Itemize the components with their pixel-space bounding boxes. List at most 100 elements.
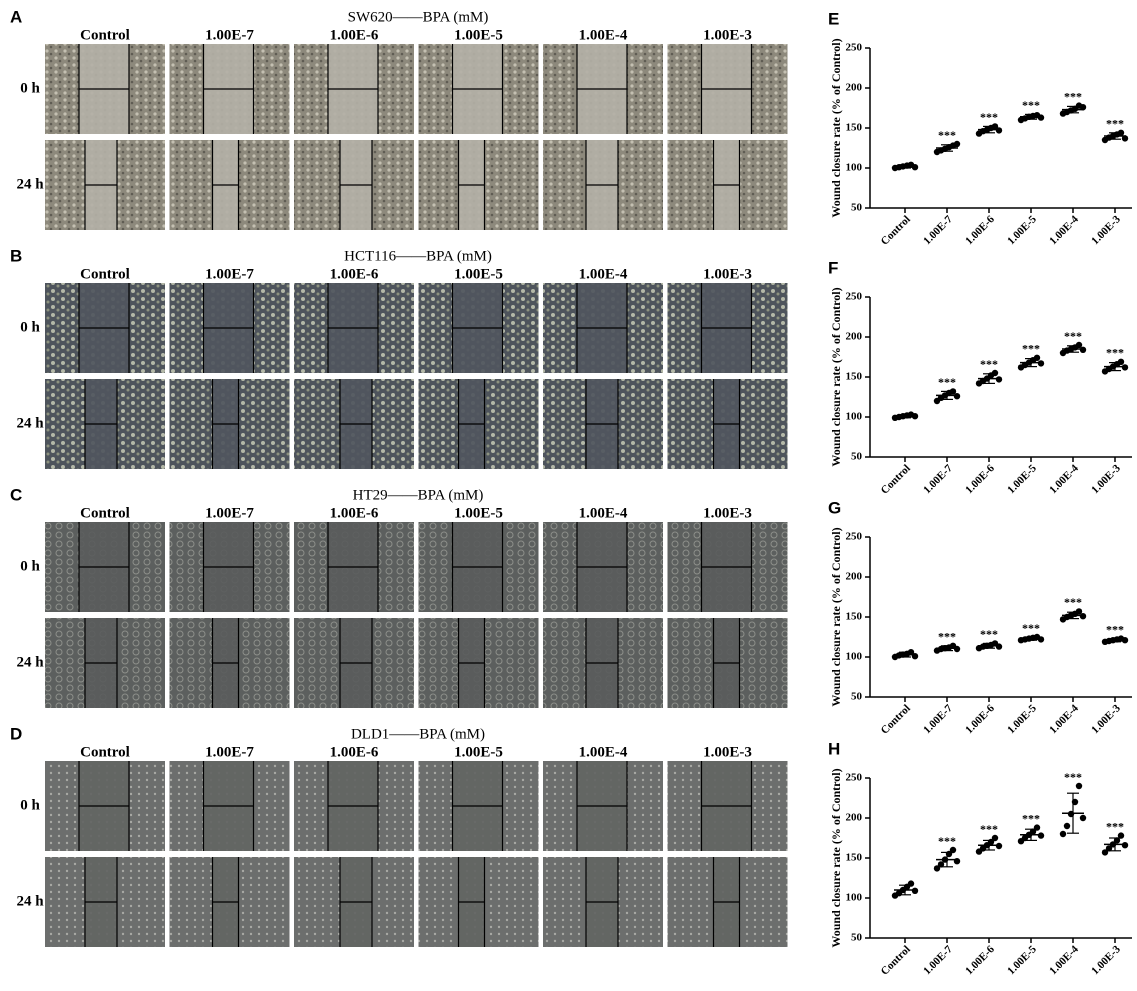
row-label: 24 h [16,893,44,909]
data-point [1060,831,1066,837]
panel-letter: E [828,9,839,28]
data-point [996,127,1002,133]
panel-letter: B [10,246,22,265]
column-header: 1.00E-4 [579,505,628,521]
column-header: 1.00E-5 [454,266,503,282]
data-point [954,141,960,147]
data-point [1038,832,1044,838]
significance: *** [1106,346,1124,360]
data-point [996,843,1002,849]
x-tick-label: 1.00E-4 [1047,943,1081,977]
data-point [1076,783,1082,789]
significance: *** [938,375,956,389]
y-tick-label: 250 [846,772,863,784]
x-tick-label: Control [879,702,913,736]
y-tick-label: 50 [851,932,863,944]
x-tick-label: 1.00E-5 [1005,702,1039,736]
x-tick-label: 1.00E-5 [1005,943,1039,977]
data-point [912,888,918,894]
significance: *** [938,630,956,644]
y-tick-label: 200 [846,571,863,583]
column-header: Control [80,27,130,43]
x-tick-label: 1.00E-4 [1047,462,1081,496]
column-header: 1.00E-3 [703,505,752,521]
row-label: 0 h [20,80,40,96]
y-tick-label: 50 [851,202,863,214]
column-header: 1.00E-4 [579,27,628,43]
x-tick-label: 1.00E-4 [1047,213,1081,247]
y-axis-label: Wound closure rate (% of Control) [829,527,843,706]
panel-letter: A [10,7,22,26]
x-tick-label: 1.00E-5 [1005,213,1039,247]
data-point [1122,364,1128,370]
significance: *** [980,357,998,371]
x-tick-label: 1.00E-3 [1089,213,1123,247]
row-label: 24 h [16,176,44,192]
y-axis-label: Wound closure rate (% of Control) [829,768,843,947]
significance: *** [1106,819,1124,833]
x-tick-label: 1.00E-7 [921,462,955,496]
significance: *** [1022,621,1040,635]
significance: *** [1022,98,1040,112]
row-label: 0 h [20,558,40,574]
x-tick-label: 1.00E-4 [1047,702,1081,736]
figure: ASW620——BPA (mM)Control0 h24 h1.00E-71.0… [0,0,1137,991]
y-tick-label: 100 [846,651,863,663]
column-header: 1.00E-5 [454,505,503,521]
data-point [912,164,918,170]
significance: *** [980,822,998,836]
y-tick-label: 200 [846,82,863,94]
significance: *** [1064,329,1082,343]
y-tick-label: 150 [846,611,863,623]
significance: *** [1022,342,1040,356]
significance: *** [980,110,998,124]
y-tick-label: 50 [851,451,863,463]
data-point [1080,815,1086,821]
x-tick-label: Control [879,462,913,496]
x-tick-label: 1.00E-7 [921,702,955,736]
x-tick-label: 1.00E-5 [1005,462,1039,496]
significance: *** [1106,622,1124,636]
x-tick-label: 1.00E-7 [921,213,955,247]
column-header: 1.00E-6 [330,266,379,282]
significance: *** [938,128,956,142]
panel-letter: G [828,498,841,517]
column-header: Control [80,266,130,282]
y-tick-label: 150 [846,122,863,134]
column-header: 1.00E-5 [454,744,503,760]
row-label: 0 h [20,797,40,813]
panel-letter: D [10,724,22,743]
data-point [1122,842,1128,848]
x-tick-label: 1.00E-6 [963,702,997,736]
x-tick-label: 1.00E-6 [963,213,997,247]
y-tick-label: 100 [846,892,863,904]
x-tick-label: 1.00E-6 [963,462,997,496]
panel-letter: C [10,485,22,504]
y-tick-label: 50 [851,691,863,703]
column-header: 1.00E-5 [454,27,503,43]
x-tick-label: 1.00E-3 [1089,462,1123,496]
x-tick-label: 1.00E-7 [921,943,955,977]
panel-letter: H [828,739,840,758]
y-tick-label: 200 [846,812,863,824]
y-tick-label: 150 [846,371,863,383]
data-point [996,643,1002,649]
panel-title: SW620——BPA (mM) [348,9,489,25]
y-tick-label: 200 [846,331,863,343]
column-header: 1.00E-4 [579,266,628,282]
significance: *** [1106,117,1124,131]
row-label: 24 h [16,654,44,670]
column-header: 1.00E-6 [330,505,379,521]
x-tick-label: Control [879,213,913,247]
y-tick-label: 100 [846,162,863,174]
significance: *** [1022,811,1040,825]
column-header: 1.00E-7 [205,744,254,760]
row-label: 0 h [20,319,40,335]
row-label: 24 h [16,415,44,431]
y-tick-label: 250 [846,531,863,543]
panel-title: DLD1——BPA (mM) [351,726,485,742]
x-tick-label: 1.00E-3 [1089,702,1123,736]
data-point [1038,360,1044,366]
y-axis-label: Wound closure rate (% of Control) [829,38,843,217]
y-tick-label: 100 [846,411,863,423]
